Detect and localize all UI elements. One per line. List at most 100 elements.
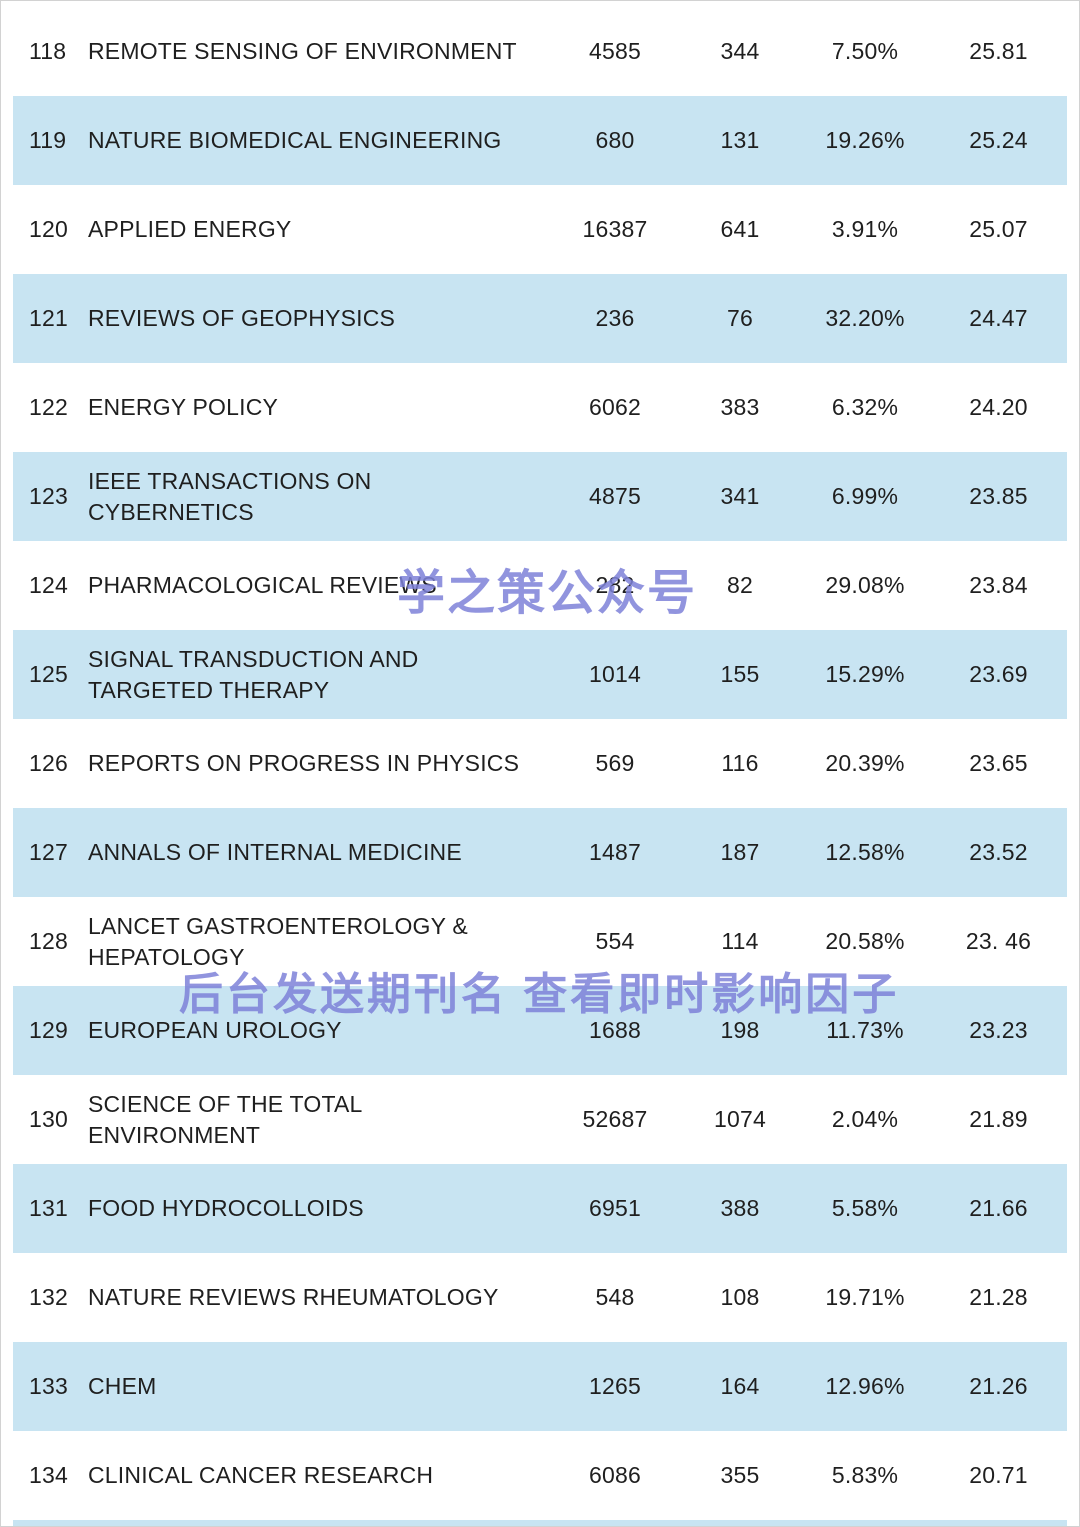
article-count-cell: 355 <box>720 1462 760 1488</box>
table-row: 123 IEEE TRANSACTIONS ON CYBERNETICS 4875 3… <box>13 452 1067 541</box>
rank-cell: 132 <box>29 1284 68 1310</box>
total-cites-cell: 569 <box>595 750 635 776</box>
journal-table: 118 REMOTE SENSING OF ENVIRONMENT 4585 344 7… <box>13 7 1067 1520</box>
article-count-cell: 187 <box>720 839 760 865</box>
ratio-cell: 7.50% <box>831 38 899 64</box>
impact-factor-cell: 24.20 <box>969 394 1028 420</box>
article-count-cell: 388 <box>720 1195 760 1221</box>
article-count-cell: 108 <box>720 1284 760 1310</box>
article-count-cell: 76 <box>727 305 753 331</box>
table-row: 128 LANCET GASTROENTEROLOGY & HEPATOLOGY 5… <box>13 897 1067 986</box>
total-cites-cell: 6086 <box>589 1462 641 1488</box>
ratio-cell: 32.20% <box>825 305 905 331</box>
table-row: 120 APPLIED ENERGY 16387 641 3.91% 25.07 <box>13 185 1067 274</box>
journal-name-cell: REMOTE SENSING OF ENVIRONMENT <box>88 38 517 65</box>
journal-name-cell: REVIEWS OF GEOPHYSICS <box>88 305 396 332</box>
journal-name-cell: CLINICAL CANCER RESEARCH <box>88 1462 434 1489</box>
table-row: 118 REMOTE SENSING OF ENVIRONMENT 4585 344 7… <box>13 7 1067 96</box>
journal-name-cell: PHARMACOLOGICAL REVIEWS <box>88 572 437 599</box>
article-count-cell: 114 <box>721 928 759 954</box>
rank-cell: 122 <box>29 394 68 420</box>
article-count-cell: 155 <box>720 661 760 687</box>
table-row: 130 SCIENCE OF THE TOTAL ENVIRONMENT 52687… <box>13 1075 1067 1164</box>
rank-cell: 127 <box>29 839 68 865</box>
ratio-cell: 11.73% <box>826 1017 904 1043</box>
article-count-cell: 198 <box>720 1017 760 1043</box>
table-row: 131 FOOD HYDROCOLLOIDS 6951 388 5.58% 21.66 <box>13 1164 1067 1253</box>
rank-cell: 121 <box>29 305 68 331</box>
ratio-cell: 6.99% <box>831 483 899 509</box>
ratio-cell: 5.58% <box>831 1195 899 1221</box>
journal-name-cell: APPLIED ENERGY <box>88 216 292 243</box>
rank-cell: 134 <box>29 1462 68 1488</box>
journal-name-cell: REPORTS ON PROGRESS IN PHYSICS <box>88 750 520 777</box>
ratio-cell: 20.39% <box>825 750 905 776</box>
total-cites-cell: 16387 <box>582 216 648 242</box>
article-count-cell: 641 <box>720 216 760 242</box>
rank-cell: 125 <box>29 661 68 687</box>
table-row: 134 CLINICAL CANCER RESEARCH 6086 355 5.83% 2… <box>13 1431 1067 1520</box>
rank-cell: 133 <box>29 1373 68 1399</box>
journal-name-cell: CHEM <box>88 1373 157 1400</box>
ratio-cell: 12.96% <box>825 1373 905 1399</box>
ratio-cell: 3.91% <box>831 216 899 242</box>
article-count-cell: 82 <box>727 572 753 598</box>
total-cites-cell: 4875 <box>589 483 641 509</box>
impact-factor-cell: 23.69 <box>969 661 1028 687</box>
table-row: 121 REVIEWS OF GEOPHYSICS 236 76 32.20% 24.47 <box>13 274 1067 363</box>
total-cites-cell: 680 <box>595 127 635 153</box>
journal-name-cell: ANNALS OF INTERNAL MEDICINE <box>88 839 462 866</box>
rank-cell: 123 <box>29 483 68 509</box>
table-row: 133 CHEM 1265 164 12.96% 21.26 <box>13 1342 1067 1431</box>
impact-factor-cell: 20.71 <box>969 1462 1028 1488</box>
total-cites-cell: 52687 <box>582 1106 648 1132</box>
total-cites-cell: 1265 <box>589 1373 641 1399</box>
journal-name-cell: NATURE REVIEWS RHEUMATOLOGY <box>88 1284 499 1311</box>
ratio-cell: 20.58% <box>825 928 905 954</box>
impact-factor-cell: 23.52 <box>969 839 1028 865</box>
article-count-cell: 344 <box>720 38 760 64</box>
article-count-cell: 341 <box>720 483 760 509</box>
article-count-cell: 383 <box>720 394 760 420</box>
ratio-cell: 15.29% <box>825 661 905 687</box>
partial-next-row <box>13 1520 1067 1526</box>
table-row: 125 SIGNAL TRANSDUCTION AND TARGETED THER… <box>13 630 1067 719</box>
total-cites-cell: 548 <box>595 1284 635 1310</box>
rank-cell: 119 <box>29 127 67 153</box>
impact-factor-cell: 25.24 <box>969 127 1028 153</box>
rank-cell: 124 <box>29 572 68 598</box>
journal-name-cell: EUROPEAN UROLOGY <box>88 1017 342 1044</box>
total-cites-cell: 554 <box>595 928 635 954</box>
table-row: 126 REPORTS ON PROGRESS IN PHYSICS 569 116 2… <box>13 719 1067 808</box>
table-row: 124 PHARMACOLOGICAL REVIEWS 282 82 29.08% 23.… <box>13 541 1067 630</box>
impact-factor-cell: 21.26 <box>969 1373 1028 1399</box>
ratio-cell: 19.26% <box>825 127 905 153</box>
rank-cell: 130 <box>29 1106 68 1132</box>
total-cites-cell: 1014 <box>589 661 641 687</box>
rank-cell: 129 <box>29 1017 68 1043</box>
article-count-cell: 116 <box>721 750 759 776</box>
impact-factor-cell: 23.65 <box>969 750 1028 776</box>
total-cites-cell: 1688 <box>589 1017 641 1043</box>
rank-cell: 126 <box>29 750 68 776</box>
journal-name-cell: SCIENCE OF THE TOTAL ENVIRONMENT <box>88 1091 362 1148</box>
article-count-cell: 131 <box>720 127 760 153</box>
impact-factor-cell: 23.23 <box>969 1017 1028 1043</box>
impact-factor-cell: 24.47 <box>969 305 1028 331</box>
impact-factor-cell: 23.85 <box>969 483 1028 509</box>
impact-factor-cell: 21.89 <box>969 1106 1028 1132</box>
total-cites-cell: 6062 <box>589 394 641 420</box>
journal-name-cell: IEEE TRANSACTIONS ON CYBERNETICS <box>88 468 372 525</box>
impact-factor-cell: 23.84 <box>969 572 1028 598</box>
article-count-cell: 1074 <box>714 1106 766 1132</box>
impact-factor-cell: 25.81 <box>969 38 1028 64</box>
rank-cell: 128 <box>29 928 68 954</box>
journal-name-cell: ENERGY POLICY <box>88 394 279 421</box>
impact-factor-cell: 21.66 <box>969 1195 1028 1221</box>
table-row: 122 ENERGY POLICY 6062 383 6.32% 24.20 <box>13 363 1067 452</box>
ratio-cell: 5.83% <box>831 1462 899 1488</box>
impact-factor-cell: 23. 46 <box>965 928 1032 954</box>
rank-cell: 120 <box>29 216 68 242</box>
ratio-cell: 29.08% <box>825 572 905 598</box>
table-row: 129 EUROPEAN UROLOGY 1688 198 11.73% 23.23 <box>13 986 1067 1075</box>
